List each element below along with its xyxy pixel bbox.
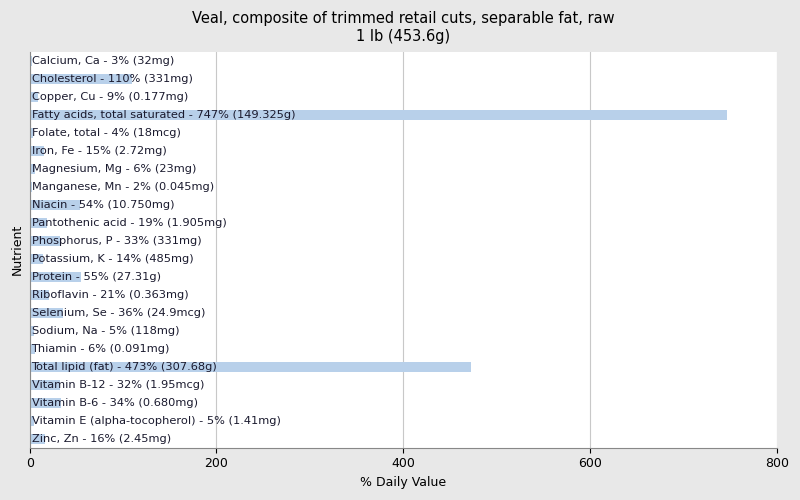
Text: Manganese, Mn - 2% (0.045mg): Manganese, Mn - 2% (0.045mg): [31, 182, 214, 192]
Bar: [30, 272, 81, 281]
Bar: [30, 326, 34, 336]
Text: Magnesium, Mg - 6% (23mg): Magnesium, Mg - 6% (23mg): [31, 164, 196, 173]
Text: Total lipid (fat) - 473% (307.68g): Total lipid (fat) - 473% (307.68g): [31, 362, 218, 372]
Bar: [30, 200, 80, 209]
Text: Selenium, Se - 36% (24.9mcg): Selenium, Se - 36% (24.9mcg): [31, 308, 205, 318]
Bar: [30, 164, 35, 173]
Text: Phosphorus, P - 33% (331mg): Phosphorus, P - 33% (331mg): [31, 236, 201, 246]
Text: Copper, Cu - 9% (0.177mg): Copper, Cu - 9% (0.177mg): [31, 92, 188, 102]
Bar: [30, 398, 62, 407]
Text: Thiamin - 6% (0.091mg): Thiamin - 6% (0.091mg): [31, 344, 170, 353]
Bar: [30, 308, 63, 318]
Bar: [30, 218, 47, 228]
Bar: [30, 416, 34, 426]
Text: Calcium, Ca - 3% (32mg): Calcium, Ca - 3% (32mg): [31, 56, 174, 66]
Bar: [30, 92, 38, 102]
Text: Vitamin B-6 - 34% (0.680mg): Vitamin B-6 - 34% (0.680mg): [31, 398, 198, 407]
Y-axis label: Nutrient: Nutrient: [11, 224, 24, 275]
Text: Sodium, Na - 5% (118mg): Sodium, Na - 5% (118mg): [31, 326, 179, 336]
Bar: [30, 290, 50, 300]
Bar: [30, 254, 42, 264]
Bar: [30, 146, 44, 156]
Text: Riboflavin - 21% (0.363mg): Riboflavin - 21% (0.363mg): [31, 290, 188, 300]
Text: Vitamin E (alpha-tocopherol) - 5% (1.41mg): Vitamin E (alpha-tocopherol) - 5% (1.41m…: [31, 416, 281, 426]
Text: Fatty acids, total saturated - 747% (149.325g): Fatty acids, total saturated - 747% (149…: [31, 110, 295, 120]
Text: Cholesterol - 110% (331mg): Cholesterol - 110% (331mg): [31, 74, 193, 84]
X-axis label: % Daily Value: % Daily Value: [360, 476, 446, 489]
Title: Veal, composite of trimmed retail cuts, separable fat, raw
1 lb (453.6g): Veal, composite of trimmed retail cuts, …: [192, 11, 614, 44]
Text: Vitamin B-12 - 32% (1.95mcg): Vitamin B-12 - 32% (1.95mcg): [31, 380, 204, 390]
Bar: [30, 128, 34, 138]
Bar: [30, 110, 727, 120]
Bar: [30, 434, 45, 444]
Bar: [30, 182, 31, 192]
Text: Potassium, K - 14% (485mg): Potassium, K - 14% (485mg): [31, 254, 193, 264]
Text: Protein - 55% (27.31g): Protein - 55% (27.31g): [31, 272, 161, 281]
Bar: [30, 380, 59, 390]
Bar: [30, 56, 33, 66]
Text: Folate, total - 4% (18mcg): Folate, total - 4% (18mcg): [31, 128, 181, 138]
Text: Niacin - 54% (10.750mg): Niacin - 54% (10.750mg): [31, 200, 174, 209]
Text: Iron, Fe - 15% (2.72mg): Iron, Fe - 15% (2.72mg): [31, 146, 166, 156]
Bar: [30, 74, 133, 84]
Bar: [30, 362, 471, 372]
Text: Zinc, Zn - 16% (2.45mg): Zinc, Zn - 16% (2.45mg): [31, 434, 170, 444]
Text: Pantothenic acid - 19% (1.905mg): Pantothenic acid - 19% (1.905mg): [31, 218, 226, 228]
Bar: [30, 344, 35, 353]
Bar: [30, 236, 61, 246]
